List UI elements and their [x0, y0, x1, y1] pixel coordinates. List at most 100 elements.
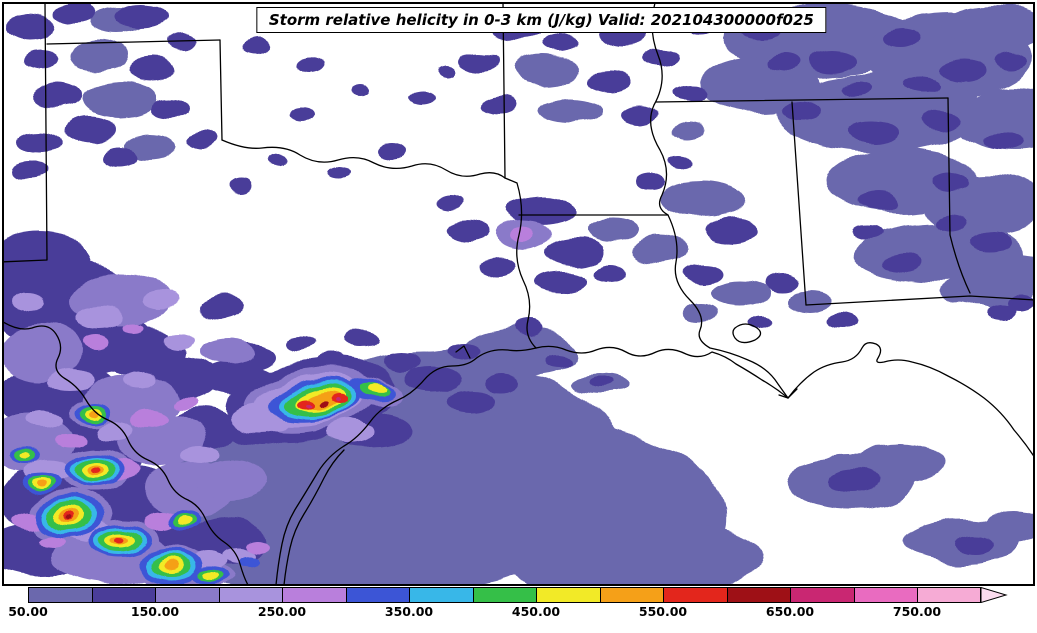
field-blob [317, 399, 327, 405]
field-blob [826, 314, 858, 330]
field-blob [586, 69, 634, 91]
field-blob [854, 225, 882, 239]
field-blob [142, 511, 178, 529]
field-blob [116, 6, 168, 30]
field-blob [749, 315, 775, 329]
field-blob [644, 51, 680, 69]
field-blob [116, 537, 124, 543]
boundary-red-river [221, 139, 506, 179]
field-blob [513, 228, 537, 242]
colorbar-segment [726, 587, 790, 603]
field-blob [848, 121, 896, 143]
plot-title: Storm relative helicity in 0-3 km (J/kg)… [268, 11, 814, 29]
boundary-lake-pontchartrain [732, 323, 762, 344]
field-blob [294, 398, 312, 408]
colorbar-segment [409, 587, 473, 603]
field-blob [404, 367, 460, 393]
colorbar-segment [599, 587, 663, 603]
boundary-panhandle-east [219, 39, 223, 141]
field-blob [460, 50, 500, 70]
field-blob [165, 332, 195, 348]
field-blob [56, 433, 84, 447]
colorbar-segment [472, 587, 536, 603]
field-blob [36, 82, 84, 108]
colorbar-segment [536, 587, 600, 603]
colorbar-segment [282, 587, 346, 603]
colorbar-tick-label: 450.00 [511, 604, 561, 619]
colorbar-segment [853, 587, 917, 603]
field-blob [375, 142, 405, 158]
field-blob [202, 571, 218, 579]
field-blob [933, 173, 967, 191]
field-blob [972, 232, 1012, 252]
colorbar-tick-label: 250.00 [257, 604, 307, 619]
field-blob [55, 5, 95, 25]
colorbar [28, 587, 1008, 603]
field-blob [125, 325, 145, 335]
boundary-panhandle-top [46, 39, 221, 45]
field-blob [436, 64, 456, 76]
field-blob [584, 218, 636, 242]
field-blob [780, 100, 820, 120]
field-blob [326, 420, 374, 444]
field-blob [764, 273, 800, 291]
field-blob [636, 174, 664, 190]
field-blob [6, 12, 54, 38]
field-blob [513, 56, 577, 84]
colorbar-tick-label: 50.00 [8, 604, 48, 619]
field-blob [67, 514, 73, 518]
field-blob [767, 54, 797, 70]
field-blob [288, 108, 312, 122]
field-blob [295, 57, 325, 73]
field-blob [167, 33, 197, 51]
colorbar-segment [917, 587, 981, 603]
field-blob [808, 49, 856, 71]
colorbar-segment [155, 587, 219, 603]
colorbar-segment [91, 587, 155, 603]
field-blob [547, 238, 603, 266]
colorbar-arrow-shape [980, 587, 1008, 603]
field-blob [64, 117, 116, 143]
field-blob [682, 303, 718, 321]
field-blob [937, 214, 967, 230]
field-blob [682, 262, 722, 282]
field-blob [196, 460, 264, 500]
field-blob [986, 304, 1018, 320]
field-blob [506, 195, 574, 225]
boundary-newmexico-texas [4, 4, 48, 263]
field-blob [984, 133, 1020, 151]
field-blob [350, 84, 370, 96]
field-blob [239, 556, 261, 568]
boundary-gulf-coast-east [535, 342, 1033, 457]
field-blob [43, 534, 67, 546]
field-blob [13, 291, 47, 309]
boundary-mississippi-alabama [791, 101, 807, 306]
field-blob [4, 324, 80, 380]
field-blob [534, 271, 586, 293]
field-blob [370, 381, 386, 391]
field-blob [957, 533, 993, 551]
field-blob [674, 122, 706, 138]
field-blob [48, 369, 92, 391]
field-blob [186, 132, 214, 148]
boundary-alabama-georgia [947, 97, 971, 294]
field-blob [514, 322, 546, 338]
field-blob [335, 397, 341, 401]
field-blob [13, 161, 47, 179]
field-blob [843, 80, 873, 96]
field-blob [448, 389, 496, 411]
field-blob [1008, 293, 1033, 311]
colorbar-tick-label: 650.00 [765, 604, 815, 619]
colorbar-extend-arrow [980, 587, 1008, 603]
field-blob [241, 37, 269, 53]
boundary-tennessee-line [655, 97, 949, 103]
field-blob [938, 59, 986, 81]
field-blob [95, 420, 135, 440]
field-blob [81, 338, 109, 352]
field-clip [4, 5, 1033, 584]
field-blob [922, 110, 962, 130]
field-blob [995, 51, 1029, 69]
field-blob [202, 339, 258, 365]
